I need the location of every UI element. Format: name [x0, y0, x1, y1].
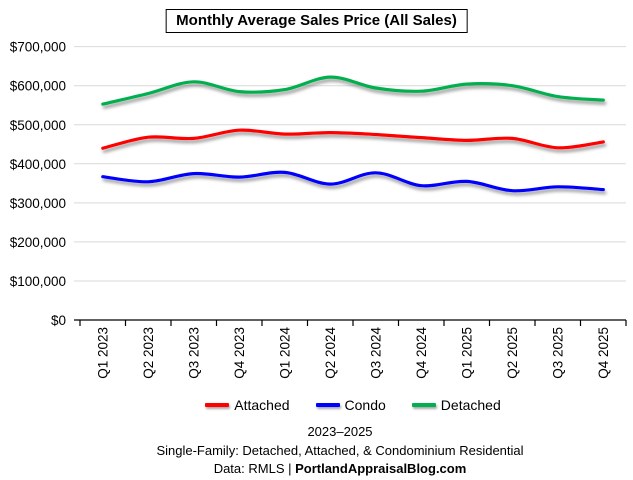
x-axis-label: Q4 2025: [596, 327, 611, 379]
y-axis-label: $400,000: [10, 157, 66, 172]
x-axis-label: Q4 2023: [232, 327, 247, 379]
x-axis-label: Q3 2023: [186, 327, 201, 379]
series-line-attached: [101, 128, 605, 150]
footer-subtitle: Single-Family: Detached, Attached, & Con…: [156, 442, 524, 458]
series-line-detached: [101, 75, 605, 106]
y-axis-label: $500,000: [10, 118, 66, 133]
legend-item-detached: Detached: [411, 397, 501, 413]
x-axis-label: Q3 2024: [368, 327, 383, 379]
legend-swatch-condo: [315, 403, 340, 407]
x-axis-label: Q1 2024: [277, 327, 292, 379]
legend-swatch-detached: [411, 403, 436, 407]
y-axis-label: $300,000: [10, 196, 66, 211]
footer-source-site: PortlandAppraisalBlog.com: [295, 461, 467, 476]
legend-label-attached: Attached: [234, 397, 290, 413]
x-axis-label: Q2 2025: [505, 327, 520, 379]
x-axis-label: Q4 2024: [414, 327, 429, 379]
legend-label-detached: Detached: [440, 397, 501, 413]
chart-title: Monthly Average Sales Price (All Sales): [165, 9, 468, 33]
legend-item-attached: Attached: [205, 397, 290, 413]
y-axis-label: $0: [51, 313, 66, 328]
x-axis-label: Q2 2023: [141, 327, 156, 379]
footer-source: Data: RMLS | PortlandAppraisalBlog.com: [45, 460, 633, 479]
series-line-condo: [101, 170, 605, 193]
chart-footer: 2023–2025 Single-Family: Detached, Attac…: [45, 423, 633, 479]
x-axis-label: Q2 2024: [323, 327, 338, 379]
legend-swatch-attached: [205, 403, 230, 407]
chart-legend: Attached Condo Detached: [3, 397, 633, 413]
legend-label-condo: Condo: [344, 397, 386, 413]
y-axis-label: $100,000: [10, 274, 66, 289]
x-axis-label: Q1 2025: [459, 327, 474, 379]
legend-item-condo: Condo: [315, 397, 386, 413]
y-axis-label: $600,000: [10, 79, 66, 94]
footer-years: 2023–2025: [307, 424, 373, 439]
x-axis-label: Q3 2025: [550, 327, 565, 379]
footer-source-prefix: Data: RMLS |: [213, 461, 296, 476]
y-axis-label: $700,000: [10, 40, 66, 55]
x-axis-label: Q1 2023: [95, 327, 110, 379]
y-axis-label: $200,000: [10, 235, 66, 250]
